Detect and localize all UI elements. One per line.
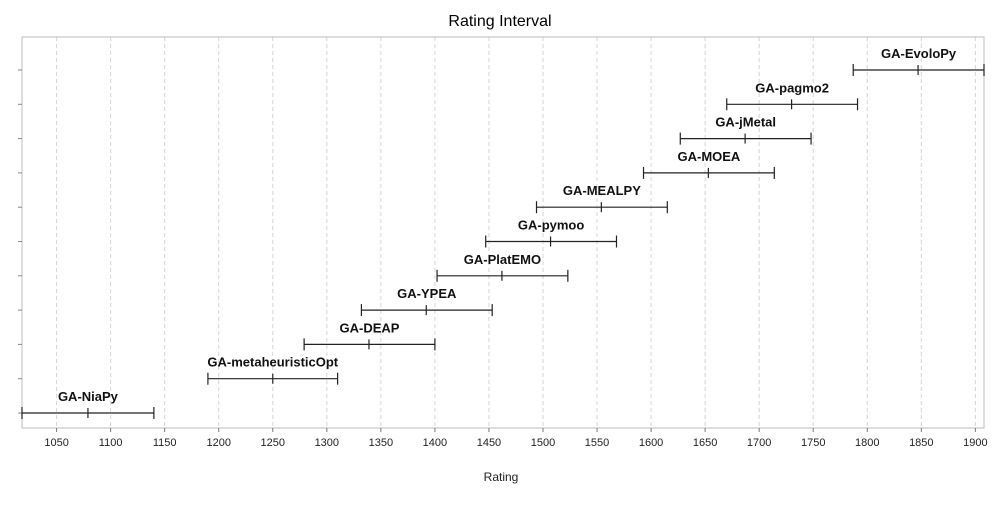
x-tick-label: 1700: [747, 437, 771, 449]
interval-label: GA-PlatEMO: [464, 252, 541, 267]
interval-item: GA-PlatEMO: [436, 252, 569, 282]
interval-label: GA-metaheuristicOpt: [207, 355, 338, 370]
interval-item: GA-metaheuristicOpt: [207, 355, 339, 385]
x-tick-label: 1750: [801, 437, 825, 449]
x-tick-label: 1150: [153, 437, 177, 449]
interval-label: GA-YPEA: [397, 286, 457, 301]
x-tick-label: 1900: [963, 437, 987, 449]
plot-frame: [21, 36, 985, 429]
interval-label: GA-EvoloPy: [881, 46, 957, 61]
x-tick-label: 1800: [855, 437, 879, 449]
interval-item: GA-MOEA: [642, 149, 775, 179]
x-axis-label: Rating: [484, 470, 519, 484]
interval-series: GA-NiaPy GA-metaheuristicOpt GA-DEAP GA-YPE…: [21, 46, 985, 419]
interval-item: GA-pymoo: [485, 218, 618, 248]
interval-item: GA-YPEA: [360, 286, 493, 317]
x-tick-label: 1850: [909, 437, 933, 449]
interval-label: GA-MOEA: [677, 149, 740, 164]
x-tick-label: 1050: [44, 437, 68, 449]
x-tick-label: 1450: [477, 437, 501, 449]
x-tick-label: 1100: [99, 437, 123, 449]
x-tick-label: 1650: [693, 437, 717, 449]
x-tick-label: 1350: [369, 437, 393, 449]
x-axis-ticks: 1050 1100 1150 1200 1250 1300 1350 1400 1450 1500…: [44, 428, 988, 449]
chart-title: Rating Interval: [448, 13, 551, 30]
x-tick-label: 1600: [639, 437, 663, 449]
interval-item: GA-pagmo2: [726, 80, 859, 111]
interval-label: GA-jMetal: [715, 115, 776, 130]
interval-label: GA-MEALPY: [563, 183, 641, 198]
interval-item: GA-DEAP: [303, 320, 436, 351]
x-tick-label: 1250: [261, 437, 285, 449]
x-tick-label: 1550: [585, 437, 609, 449]
interval-label: GA-NiaPy: [58, 389, 119, 404]
interval-item: GA-EvoloPy: [852, 46, 985, 76]
interval-label: GA-pagmo2: [755, 80, 829, 95]
x-tick-label: 1400: [423, 437, 447, 449]
y-ticks: [18, 69, 22, 414]
interval-item: GA-jMetal: [679, 115, 812, 145]
x-tick-label: 1200: [206, 437, 230, 449]
interval-item: GA-MEALPY: [535, 183, 668, 214]
interval-label: GA-pymoo: [518, 218, 585, 233]
x-tick-label: 1500: [531, 437, 555, 449]
x-tick-label: 1300: [315, 437, 339, 449]
interval-item: GA-NiaPy: [21, 389, 155, 419]
interval-label: GA-DEAP: [340, 320, 400, 335]
grid-lines: [56, 37, 976, 428]
